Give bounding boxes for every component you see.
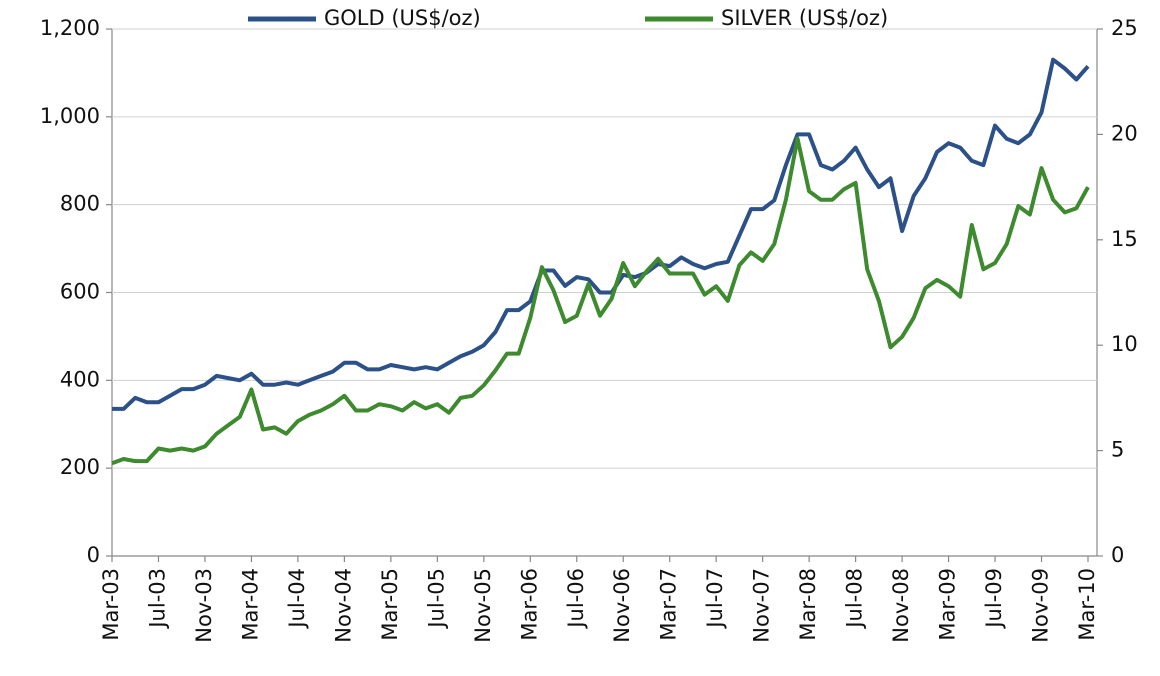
x-tick-label: Jul-03 [145, 568, 169, 630]
y-tick-label: 600 [60, 280, 100, 304]
x-tick-label: Nov-04 [331, 568, 355, 643]
x-tick-label: Jul-06 [564, 568, 588, 630]
y-tick-label: 800 [60, 192, 100, 216]
series-line [111, 136, 1090, 466]
x-tick-label: Mar-04 [238, 568, 262, 641]
x-tick-label: Mar-08 [796, 568, 820, 641]
y-tick-label: 1,200 [40, 16, 100, 40]
x-tick-label: Nov-07 [750, 568, 774, 643]
x-tick-label: Nov-05 [471, 568, 495, 643]
x-tick-label: Mar-10 [1075, 568, 1099, 641]
x-tick-label: Mar-09 [936, 568, 960, 641]
y2-tick-label: 0 [1111, 543, 1124, 567]
y-tick-label: 1,000 [40, 104, 100, 128]
y-tick-label: 400 [60, 367, 100, 391]
legend-label: SILVER (US$/oz) [721, 6, 888, 30]
y2-tick-label: 5 [1111, 438, 1124, 462]
x-tick-label: Mar-05 [378, 568, 402, 641]
y-tick-label: 0 [87, 543, 100, 567]
x-tick-label: Jul-08 [843, 568, 867, 630]
x-tick-label: Nov-09 [1029, 568, 1053, 643]
y2-tick-label: 10 [1111, 332, 1138, 356]
x-tick-label: Nov-03 [192, 568, 216, 643]
y-tick-label: 200 [60, 455, 100, 479]
x-tick-label: Nov-08 [889, 568, 913, 643]
y2-tick-label: 20 [1111, 121, 1138, 145]
x-tick-label: Nov-06 [610, 568, 634, 643]
x-tick-label: Jul-07 [703, 568, 727, 630]
x-tick-label: Mar-03 [99, 568, 123, 641]
x-tick-label: Jul-04 [285, 568, 309, 630]
x-tick-label: Mar-06 [517, 568, 541, 641]
series-line [112, 57, 1090, 411]
legend-label: GOLD (US$/oz) [324, 6, 481, 30]
x-tick-label: Mar-07 [657, 568, 681, 641]
x-tick-label: Jul-05 [424, 568, 448, 630]
x-tick-label: Jul-09 [982, 568, 1006, 630]
y2-tick-label: 25 [1111, 16, 1138, 40]
y2-tick-label: 15 [1111, 227, 1138, 251]
